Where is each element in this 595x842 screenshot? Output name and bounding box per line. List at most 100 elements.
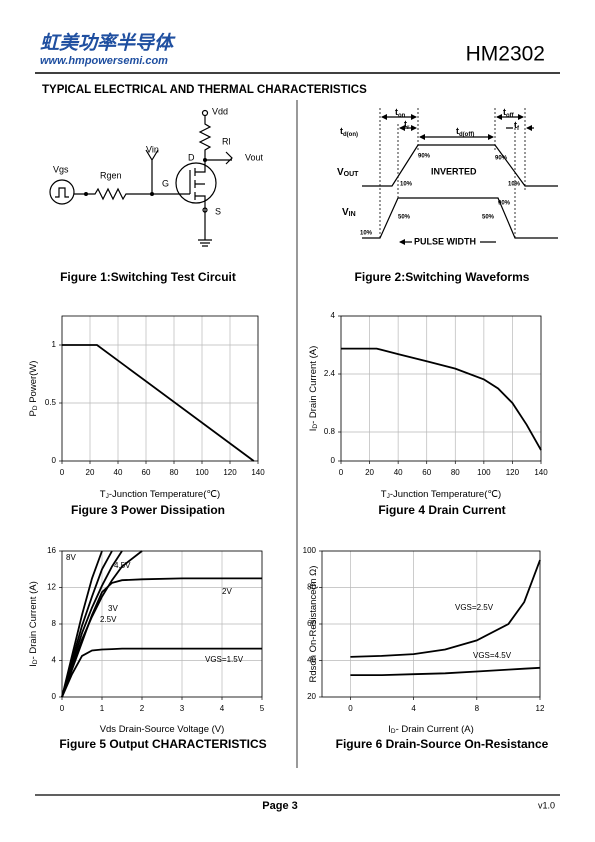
diagram-shape: off	[506, 113, 515, 119]
diagram-shape	[145, 149, 159, 194]
series-label: 2V	[222, 587, 232, 596]
label-percent: 50%	[398, 215, 411, 221]
y-tick-label: 0	[52, 456, 57, 465]
label-t-r: tr	[404, 119, 410, 130]
diagram-shape	[362, 144, 558, 187]
y-axis-label: ID- Drain Current (A)	[28, 581, 39, 666]
diagram-shape: t	[503, 107, 506, 117]
series-label: 2.5V	[100, 615, 117, 624]
x-axis-label-part: T	[381, 489, 387, 500]
y-axis-label-part: I	[28, 664, 39, 667]
part-number: HM2302	[466, 43, 545, 66]
chart: 0 4 8 12 20 40 60 80 100 VGS=2.5V VGS=4.5V ID- Drai…	[303, 546, 549, 751]
plot-frame	[61, 315, 259, 462]
y-axis-label-part: Rdson On-Resistance(m Ω)	[308, 566, 319, 683]
y-tick-label: 2.4	[324, 369, 336, 378]
website: www.hmpowersemi.com	[40, 55, 168, 67]
data-line	[61, 550, 143, 698]
label-d: D	[188, 152, 195, 162]
diagram-shape: V	[337, 167, 344, 178]
diagram-shape: V	[342, 207, 349, 218]
y-axis-label-part: Power(W)	[28, 361, 39, 406]
diagram-shape: d(off)	[459, 132, 474, 138]
series-label: VGS=1.5V	[205, 655, 244, 664]
x-tick-label: 0	[339, 468, 344, 477]
plot-frame	[340, 315, 542, 462]
label-v-out: VOUT	[337, 167, 359, 178]
y-tick-label: 80	[307, 583, 316, 592]
x-tick-label: 120	[223, 468, 237, 477]
switching-test-circuit: Vgs Rgen Vin G D S Rl Vdd Vout Figure 1:…	[49, 106, 264, 284]
y-axis-label: PD Power(W)	[28, 361, 39, 417]
data-line	[62, 344, 255, 462]
y-tick-label: 40	[307, 656, 316, 665]
switching-waveforms: ton tr td(on) td(off) toff tf VOUT VIN I…	[337, 107, 558, 284]
y-tick-label: 0.5	[45, 398, 57, 407]
x-tick-label: 140	[534, 468, 548, 477]
diagram-shape	[205, 151, 233, 165]
diagram-shape: IN	[349, 211, 356, 218]
x-axis-label: TJ-Junction Temperature(℃)	[100, 489, 220, 500]
data-line	[61, 647, 262, 698]
y-tick-label: 0	[331, 456, 336, 465]
x-tick-label: 40	[114, 468, 123, 477]
y-axis-label-part: D	[312, 424, 319, 429]
x-tick-label: 80	[451, 468, 460, 477]
label-vout: Vout	[245, 152, 264, 162]
x-axis-label: ID- Drain Current (A)	[388, 724, 473, 735]
y-tick-label: 16	[47, 546, 56, 555]
label-t-f: tf	[514, 120, 520, 131]
data-line	[61, 577, 262, 698]
figure-caption: Figure 6 Drain-Source On-Resistance	[336, 737, 549, 751]
plot-frame	[321, 550, 541, 698]
diagram-shape: t	[395, 107, 398, 117]
y-tick-label: 4	[52, 656, 57, 665]
diagram-shape	[189, 160, 206, 240]
data-line	[61, 550, 123, 698]
section-title: TYPICAL ELECTRICAL AND THERMAL CHARACTER…	[42, 84, 367, 96]
diagram-shape	[198, 239, 212, 247]
diagram-shape	[362, 197, 558, 239]
label-percent: 10%	[400, 182, 413, 188]
plot-frame	[61, 550, 263, 698]
y-tick-label: 20	[307, 692, 316, 701]
y-tick-label: 0.8	[324, 427, 336, 436]
x-axis-label: Vds Drain-Source Voltage (V)	[100, 724, 225, 735]
x-tick-label: 40	[394, 468, 403, 477]
series-label: 8V	[66, 553, 76, 562]
x-tick-label: 12	[536, 704, 545, 713]
x-tick-label: 100	[477, 468, 491, 477]
x-tick-label: 60	[142, 468, 151, 477]
series-label: VGS=2.5V	[455, 603, 494, 612]
x-tick-label: 4	[411, 704, 416, 713]
figure-caption: Figure 2:Switching Waveforms	[355, 270, 530, 284]
series-label: 3V	[108, 604, 118, 613]
label-vin: Vin	[146, 144, 159, 154]
x-axis-label-part: - Drain Current (A)	[396, 724, 474, 735]
series-label: VGS=4.5V	[473, 651, 512, 660]
label-pulse-width: PULSE WIDTH	[414, 236, 476, 246]
x-tick-label: 80	[170, 468, 179, 477]
x-tick-label: 140	[251, 468, 265, 477]
diagram-shape: t	[404, 119, 407, 129]
version: v1.0	[538, 800, 555, 810]
diagram-shape: f	[517, 126, 520, 132]
x-axis-label-part: T	[100, 489, 106, 500]
x-tick-label: 5	[260, 704, 265, 713]
label-percent: 90%	[495, 156, 508, 162]
diagram-shape: t	[340, 126, 343, 136]
x-tick-label: 60	[422, 468, 431, 477]
label-t-off: toff	[503, 107, 515, 118]
x-tick-label: 2	[140, 704, 145, 713]
label-percent: 90%	[418, 154, 431, 160]
y-axis-label: Rdson On-Resistance(m Ω)	[308, 566, 319, 683]
label-t-on: ton	[395, 107, 406, 118]
diagram-shape: t	[456, 126, 459, 136]
x-tick-label: 120	[506, 468, 520, 477]
label-inverted: INVERTED	[431, 166, 477, 176]
label-vgs: Vgs	[53, 164, 69, 174]
y-axis-label-part: I	[308, 429, 319, 432]
y-tick-label: 100	[303, 546, 317, 555]
